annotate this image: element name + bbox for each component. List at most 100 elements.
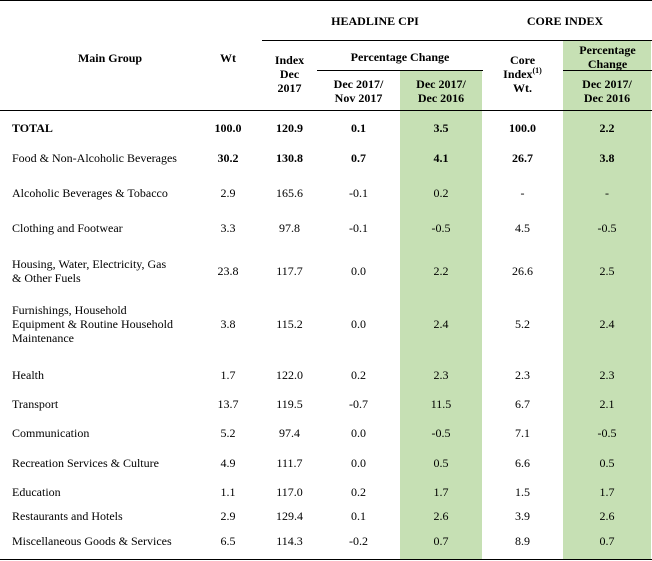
cell-mom: 0.0 bbox=[351, 264, 366, 278]
cell-core-wt: 5.2 bbox=[515, 317, 530, 331]
rule-under-groups bbox=[262, 40, 652, 41]
cell-core-yoy: 0.5 bbox=[599, 456, 615, 470]
rule-header-bottom bbox=[0, 110, 652, 111]
cell-core-yoy: -0.5 bbox=[597, 426, 617, 440]
cell-core-yoy: 2.2 bbox=[599, 121, 615, 135]
cell-core-wt: 26.6 bbox=[512, 264, 533, 278]
cell-core-wt: 7.1 bbox=[515, 426, 530, 440]
cell-core-yoy: 2.6 bbox=[599, 509, 615, 523]
cell-yoy: 2.4 bbox=[433, 317, 449, 331]
cell-index: 97.4 bbox=[279, 426, 300, 440]
cell-wt: 100.0 bbox=[214, 121, 242, 135]
cell-index: 117.0 bbox=[276, 485, 303, 499]
cell-wt: 1.7 bbox=[220, 368, 236, 382]
cell-core-yoy: 1.7 bbox=[599, 485, 615, 499]
cell-mom: 0.7 bbox=[351, 151, 366, 165]
cell-core-wt: 26.7 bbox=[512, 151, 533, 165]
col-mom-line2: Nov 2017 bbox=[334, 91, 383, 105]
cell-main-group-line: Food & Non-Alcoholic Beverages bbox=[12, 151, 177, 165]
cell-main-group: Transport bbox=[12, 397, 58, 411]
cell-index: 97.8 bbox=[279, 221, 300, 235]
cell-wt: 2.9 bbox=[220, 509, 236, 523]
cell-main-group: Recreation Services & Culture bbox=[12, 456, 159, 470]
cell-main-group: Clothing and Footwear bbox=[12, 221, 123, 235]
cell-core-yoy: - bbox=[605, 186, 609, 200]
rule-under-pct bbox=[317, 70, 483, 71]
col-mom-line1: Dec 2017/ bbox=[333, 77, 384, 91]
cell-main-group-line: Maintenance bbox=[12, 331, 74, 345]
col-core-line3: Wt. bbox=[513, 81, 532, 95]
cell-wt: 6.5 bbox=[220, 534, 236, 548]
col-wt: Wt bbox=[220, 51, 236, 65]
rule-under-core-pct bbox=[563, 70, 652, 71]
group-core-index: CORE INDEX bbox=[526, 14, 604, 28]
col-pct-change: Percentage Change bbox=[350, 50, 450, 64]
cell-index: 114.3 bbox=[276, 534, 303, 548]
cell-mom: 0.1 bbox=[351, 121, 366, 135]
cell-core-yoy: -0.5 bbox=[597, 221, 617, 235]
cell-wt: 13.7 bbox=[217, 397, 239, 411]
cell-yoy: 0.2 bbox=[433, 186, 449, 200]
cell-main-group-line: & Other Fuels bbox=[12, 271, 81, 285]
col-core-line1: Core bbox=[509, 53, 536, 67]
cell-mom: 0.0 bbox=[351, 426, 366, 440]
cell-index: 111.7 bbox=[276, 456, 303, 470]
cell-main-group-line: TOTAL bbox=[12, 121, 53, 135]
col-index-line2: Dec bbox=[279, 67, 300, 81]
cell-yoy: -0.5 bbox=[431, 426, 451, 440]
cell-core-yoy: 2.5 bbox=[599, 264, 615, 278]
cell-yoy: 2.2 bbox=[433, 264, 449, 278]
cell-mom: -0.1 bbox=[349, 221, 368, 235]
col-yoy: Dec 2017/ Dec 2016 bbox=[400, 77, 482, 105]
cell-main-group: TOTAL bbox=[12, 121, 53, 135]
cell-yoy: 1.7 bbox=[433, 485, 449, 499]
cell-main-group-line: Recreation Services & Culture bbox=[12, 456, 159, 470]
cell-core-wt: 4.5 bbox=[515, 221, 530, 235]
cell-main-group: Miscellaneous Goods & Services bbox=[12, 534, 172, 548]
cell-main-group-line: Miscellaneous Goods & Services bbox=[12, 534, 172, 548]
col-core-pct-line2: Change bbox=[587, 57, 628, 71]
cell-yoy: -0.5 bbox=[431, 221, 451, 235]
cell-main-group-line: Clothing and Footwear bbox=[12, 221, 123, 235]
cell-core-wt: 3.9 bbox=[515, 509, 530, 523]
cell-mom: 0.2 bbox=[351, 485, 366, 499]
col-yoy-line2: Dec 2016 bbox=[417, 91, 465, 105]
cell-main-group-line: Alcoholic Beverages & Tobacco bbox=[12, 186, 168, 200]
col-yoy-line1: Dec 2017/ bbox=[416, 77, 466, 91]
col-mom: Dec 2017/ Nov 2017 bbox=[317, 77, 400, 105]
col-core-pct-line1: Percentage bbox=[579, 43, 636, 57]
cell-index: 165.6 bbox=[276, 186, 303, 200]
cell-core-wt: 2.3 bbox=[515, 368, 530, 382]
cell-wt: 23.8 bbox=[217, 264, 239, 278]
cell-mom: -0.7 bbox=[349, 397, 368, 411]
cell-wt: 1.1 bbox=[220, 485, 236, 499]
cell-mom: -0.2 bbox=[349, 534, 368, 548]
cell-index: 117.7 bbox=[276, 264, 303, 278]
col-core-line2: Index(1) bbox=[482, 67, 563, 82]
cell-core-wt: 1.5 bbox=[515, 485, 530, 499]
cell-wt: 4.9 bbox=[220, 456, 236, 470]
cell-wt: 3.8 bbox=[220, 317, 236, 331]
cell-core-yoy: 0.7 bbox=[599, 534, 615, 548]
cell-mom: 0.0 bbox=[351, 317, 366, 331]
cell-yoy: 3.5 bbox=[433, 121, 449, 135]
col-core-yoy: Dec 2017/ Dec 2016 bbox=[563, 77, 651, 105]
cell-main-group: Furnishings, Household Equipment & Routin… bbox=[12, 303, 173, 345]
cell-core-yoy: 3.8 bbox=[599, 151, 615, 165]
cell-mom: 0.1 bbox=[351, 509, 366, 523]
cell-main-group: Education bbox=[12, 485, 61, 499]
cell-index: 122.0 bbox=[276, 368, 303, 382]
col-index-line3: 2017 bbox=[277, 81, 302, 95]
cell-core-wt: 100.0 bbox=[509, 121, 536, 135]
cell-wt: 30.2 bbox=[217, 151, 239, 165]
cell-index: 130.8 bbox=[276, 151, 303, 165]
cell-index: 115.2 bbox=[276, 317, 303, 331]
highlight-yoy-column bbox=[400, 71, 482, 560]
cell-index: 129.4 bbox=[276, 509, 303, 523]
cell-index: 120.9 bbox=[276, 121, 303, 135]
cell-yoy: 2.6 bbox=[433, 509, 449, 523]
cell-core-wt: 8.9 bbox=[515, 534, 530, 548]
cell-main-group: Restaurants and Hotels bbox=[12, 509, 123, 523]
col-core-yoy-line2: Dec 2016 bbox=[583, 91, 631, 105]
cell-yoy: 4.1 bbox=[433, 151, 449, 165]
